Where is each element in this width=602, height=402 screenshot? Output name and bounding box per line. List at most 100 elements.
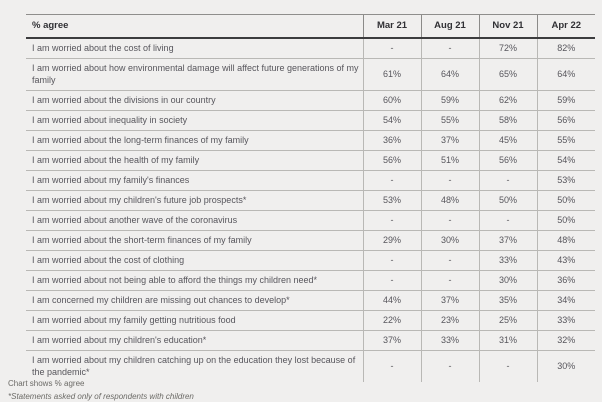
- value-cell: 54%: [362, 110, 421, 131]
- value-cell: 54%: [536, 150, 595, 171]
- value-cell: 29%: [362, 230, 421, 251]
- table-row: I am worried about my children's future …: [26, 190, 595, 211]
- value-cell: 43%: [536, 250, 595, 271]
- value-cell: 72%: [478, 38, 537, 59]
- value-cell: 59%: [420, 90, 479, 111]
- table-body: I am worried about the cost of living - -7…: [26, 38, 595, 382]
- value-cell: 56%: [536, 110, 595, 131]
- value-cell: 82%: [536, 38, 595, 59]
- value-cell: -: [420, 210, 479, 231]
- statement-label: I am worried about my family getting nut…: [26, 310, 363, 331]
- table-row: I am worried about my family's finances -…: [26, 170, 595, 191]
- value-cell: 37%: [478, 230, 537, 251]
- header-col-nov21: Nov 21: [478, 14, 537, 39]
- table-row: I am worried about my children's educati…: [26, 330, 595, 351]
- value-cell: 37%: [362, 330, 421, 351]
- statement-label: I am worried about my children's future …: [26, 190, 363, 211]
- value-cell: 55%: [536, 130, 595, 151]
- value-cell: 33%: [536, 310, 595, 331]
- value-cell: 30%: [536, 350, 595, 382]
- value-cell: -: [420, 250, 479, 271]
- table-row: I am worried about the health of my fami…: [26, 150, 595, 171]
- value-cell: 50%: [536, 210, 595, 231]
- value-cell: 36%: [536, 270, 595, 291]
- value-cell: 53%: [362, 190, 421, 211]
- footnotes: Chart shows % agree *Statements asked on…: [8, 377, 194, 402]
- value-cell: 34%: [536, 290, 595, 311]
- value-cell: 53%: [536, 170, 595, 191]
- value-cell: 30%: [478, 270, 537, 291]
- value-cell: 58%: [478, 110, 537, 131]
- value-cell: -: [420, 38, 479, 59]
- table-row: I am worried about the divisions in our …: [26, 90, 595, 111]
- statement-label: I am worried about not being able to aff…: [26, 270, 363, 291]
- statement-label: I am worried about inequality in society: [26, 110, 363, 131]
- value-cell: -: [362, 170, 421, 191]
- statement-label: I am worried about my children's educati…: [26, 330, 363, 351]
- value-cell: 50%: [478, 190, 537, 211]
- value-cell: 56%: [478, 150, 537, 171]
- statement-label: I am concerned my children are missing o…: [26, 290, 363, 311]
- value-cell: -: [420, 350, 479, 382]
- value-cell: 55%: [420, 110, 479, 131]
- value-cell: 45%: [478, 130, 537, 151]
- table-row: I am worried about inequality in society…: [26, 110, 595, 131]
- statement-label: I am worried about my family's finances: [26, 170, 363, 191]
- value-cell: 64%: [536, 58, 595, 91]
- value-cell: -: [362, 270, 421, 291]
- value-cell: 30%: [420, 230, 479, 251]
- value-cell: 37%: [420, 130, 479, 151]
- table-row: I am worried about how environmental dam…: [26, 58, 595, 91]
- statement-label: I am worried about the cost of clothing: [26, 250, 363, 271]
- value-cell: 33%: [420, 330, 479, 351]
- value-cell: 60%: [362, 90, 421, 111]
- value-cell: 31%: [478, 330, 537, 351]
- value-cell: -: [420, 270, 479, 291]
- header-row: % agree Mar 21 Aug 21 Nov 21 Apr 22: [26, 14, 595, 39]
- table-row: I am worried about the long-term finance…: [26, 130, 595, 151]
- value-cell: 37%: [420, 290, 479, 311]
- statement-label: I am worried about the health of my fami…: [26, 150, 363, 171]
- header-percent-agree: % agree: [26, 14, 363, 39]
- table-row: I am concerned my children are missing o…: [26, 290, 595, 311]
- value-cell: 36%: [362, 130, 421, 151]
- value-cell: 56%: [362, 150, 421, 171]
- value-cell: 25%: [478, 310, 537, 331]
- value-cell: 23%: [420, 310, 479, 331]
- value-cell: 61%: [362, 58, 421, 91]
- value-cell: 48%: [536, 230, 595, 251]
- table-row: I am worried about my children catching …: [26, 350, 595, 382]
- value-cell: 59%: [536, 90, 595, 111]
- table-row: I am worried about another wave of the c…: [26, 210, 595, 231]
- value-cell: 44%: [362, 290, 421, 311]
- value-cell: -: [362, 350, 421, 382]
- value-cell: -: [478, 350, 537, 382]
- value-cell: -: [478, 210, 537, 231]
- statement-label: I am worried about the divisions in our …: [26, 90, 363, 111]
- value-cell: -: [478, 170, 537, 191]
- statement-label: I am worried about the cost of living: [26, 38, 363, 59]
- value-cell: 22%: [362, 310, 421, 331]
- value-cell: 62%: [478, 90, 537, 111]
- value-cell: 48%: [420, 190, 479, 211]
- table-header: % agree Mar 21 Aug 21 Nov 21 Apr 22: [26, 14, 595, 39]
- header-col-aug21: Aug 21: [420, 14, 479, 39]
- header-col-apr22: Apr 22: [536, 14, 595, 39]
- statement-label: I am worried about how environmental dam…: [26, 58, 363, 91]
- agree-table: % agree Mar 21 Aug 21 Nov 21 Apr 22 I am…: [26, 14, 595, 382]
- table-row: I am worried about not being able to aff…: [26, 270, 595, 291]
- statement-label: I am worried about another wave of the c…: [26, 210, 363, 231]
- value-cell: 65%: [478, 58, 537, 91]
- value-cell: -: [420, 170, 479, 191]
- statement-label: I am worried about my children catching …: [32, 355, 356, 377]
- value-cell: 50%: [536, 190, 595, 211]
- value-cell: 64%: [420, 58, 479, 91]
- footnote-statements-asterisk: *Statements asked only of respondents wi…: [8, 392, 194, 401]
- footnote-chart-shows: Chart shows % agree: [8, 379, 85, 388]
- table-row: I am worried about the cost of clothing -…: [26, 250, 595, 271]
- statement-label: I am worried about the short-term financ…: [26, 230, 363, 251]
- header-col-mar21: Mar 21: [362, 14, 421, 39]
- value-cell: 51%: [420, 150, 479, 171]
- value-cell: -: [362, 210, 421, 231]
